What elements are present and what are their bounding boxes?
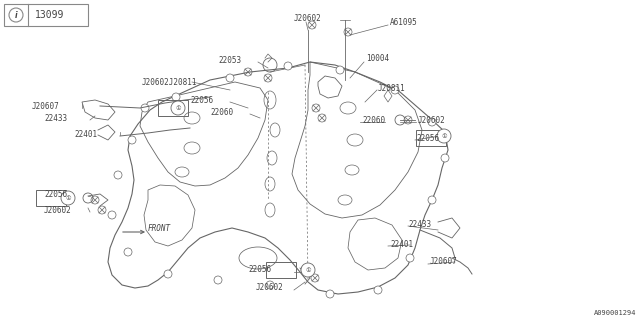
Text: J20602: J20602 xyxy=(44,205,72,214)
Text: J20602J20811: J20602J20811 xyxy=(142,77,198,86)
Circle shape xyxy=(141,104,149,112)
Circle shape xyxy=(374,286,382,294)
Text: J20602: J20602 xyxy=(256,284,284,292)
Circle shape xyxy=(114,171,122,179)
Text: J20602: J20602 xyxy=(418,116,445,124)
Bar xyxy=(158,100,188,116)
Text: A61095: A61095 xyxy=(390,18,418,27)
Bar xyxy=(36,190,66,206)
Bar xyxy=(416,130,446,146)
Bar xyxy=(266,262,296,278)
Circle shape xyxy=(171,101,185,115)
Text: 22056: 22056 xyxy=(248,266,271,275)
Circle shape xyxy=(428,196,436,204)
Circle shape xyxy=(124,248,132,256)
Text: 22060: 22060 xyxy=(210,108,233,116)
Circle shape xyxy=(172,93,180,101)
Bar xyxy=(4,4,88,26)
Text: 13099: 13099 xyxy=(35,10,65,20)
Circle shape xyxy=(326,290,334,298)
Circle shape xyxy=(61,191,75,205)
Text: J20602: J20602 xyxy=(294,13,322,22)
Text: ①: ① xyxy=(175,106,181,110)
Text: ①: ① xyxy=(305,268,311,273)
Circle shape xyxy=(128,136,136,144)
Text: FRONT: FRONT xyxy=(148,223,171,233)
Circle shape xyxy=(108,211,116,219)
Text: 22401: 22401 xyxy=(74,130,97,139)
Circle shape xyxy=(226,74,234,82)
Circle shape xyxy=(336,66,344,74)
Circle shape xyxy=(164,270,172,278)
Circle shape xyxy=(437,129,451,143)
Text: 22060: 22060 xyxy=(362,116,385,124)
Text: 22053: 22053 xyxy=(218,55,241,65)
Circle shape xyxy=(284,62,292,70)
Text: 22401: 22401 xyxy=(390,239,413,249)
Text: 22056: 22056 xyxy=(190,95,213,105)
Text: A090001294: A090001294 xyxy=(593,310,636,316)
Text: 22056: 22056 xyxy=(416,133,439,142)
Text: ①: ① xyxy=(65,196,71,201)
Circle shape xyxy=(428,118,436,126)
Circle shape xyxy=(214,276,222,284)
Circle shape xyxy=(441,154,449,162)
Text: 10004: 10004 xyxy=(366,53,389,62)
Text: J20607: J20607 xyxy=(32,101,60,110)
Text: 22433: 22433 xyxy=(44,114,67,123)
Text: J20811: J20811 xyxy=(378,84,406,92)
Circle shape xyxy=(266,281,274,289)
Text: i: i xyxy=(15,11,17,20)
Circle shape xyxy=(406,254,414,262)
Text: ①: ① xyxy=(441,133,447,139)
Text: 22433: 22433 xyxy=(408,220,431,228)
Circle shape xyxy=(391,86,399,94)
Circle shape xyxy=(301,263,315,277)
Text: 22056: 22056 xyxy=(44,189,67,198)
Text: J20607: J20607 xyxy=(430,258,458,267)
